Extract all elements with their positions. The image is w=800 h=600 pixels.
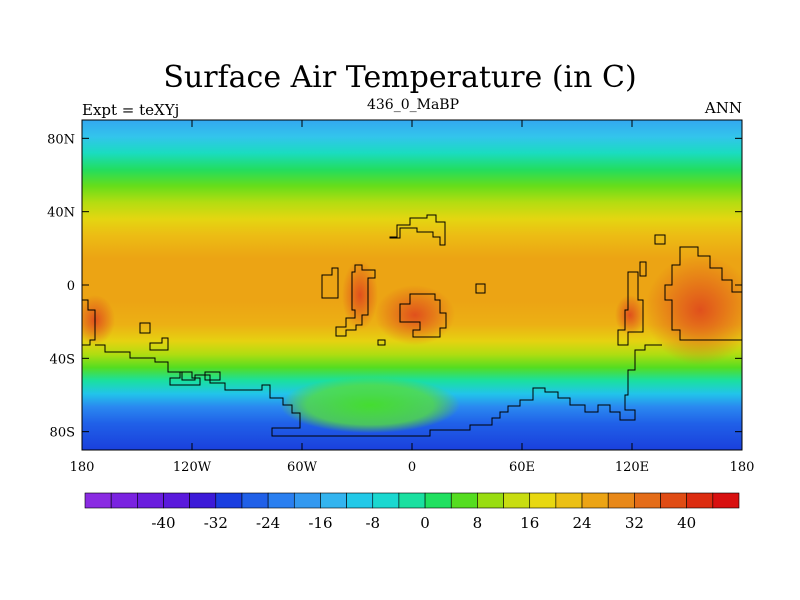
lon-tick-label: 180 bbox=[70, 460, 95, 475]
lon-tick-label: 120W bbox=[173, 460, 212, 475]
colorbar-label: 8 bbox=[473, 514, 483, 532]
season-label: ANN bbox=[704, 99, 742, 117]
colorbar-swatch bbox=[634, 492, 661, 509]
colorbar-swatch bbox=[503, 492, 531, 509]
colorbar-swatch bbox=[607, 492, 635, 509]
colorbar-label: 32 bbox=[625, 514, 644, 532]
lat-tick-label: 0 bbox=[67, 279, 75, 294]
colorbar-swatch bbox=[215, 492, 243, 509]
colorbar-swatch bbox=[346, 492, 374, 509]
colorbar-swatch bbox=[293, 492, 321, 509]
colorbar-swatch bbox=[581, 492, 609, 509]
colorbar-label: -24 bbox=[256, 514, 280, 532]
colorbar-swatch bbox=[450, 492, 478, 509]
colorbar-label: -40 bbox=[151, 514, 175, 532]
colorbar-swatch bbox=[477, 492, 504, 509]
experiment-label: Expt = teXYj bbox=[82, 101, 180, 119]
colorbar-swatch bbox=[686, 492, 714, 509]
colorbar-swatch bbox=[163, 492, 190, 509]
colorbar-swatch bbox=[189, 492, 217, 509]
colorbar-swatch bbox=[84, 492, 112, 509]
colorbar-swatch bbox=[320, 492, 347, 509]
colorbar: -40 -32 -24 -16 -8 0 8 16 24 32 40 bbox=[84, 492, 740, 532]
colorbar-swatch bbox=[372, 492, 400, 509]
lat-tick-label: 40S bbox=[50, 352, 75, 367]
colorbar-swatch bbox=[398, 492, 426, 509]
lon-tick-label: 180 bbox=[730, 460, 755, 475]
colorbar-swatch bbox=[712, 492, 740, 509]
coastlines bbox=[82, 214, 742, 437]
colorbar-label: -8 bbox=[365, 514, 380, 532]
latitude-axis: 80N 40N 0 40S 80S bbox=[47, 132, 742, 441]
longitude-axis: 180 120W 60W 0 60E 120E 180 bbox=[70, 120, 755, 475]
colorbar-swatch bbox=[267, 492, 295, 509]
temperature-field bbox=[82, 120, 742, 450]
lon-tick-label: 60W bbox=[287, 460, 318, 475]
lat-tick-label: 80N bbox=[47, 132, 75, 147]
colorbar-swatch bbox=[110, 492, 138, 509]
lon-tick-label: 60E bbox=[509, 460, 535, 475]
time-label: 436_0_MaBP bbox=[366, 97, 460, 113]
colorbar-swatch bbox=[555, 492, 583, 509]
lon-tick-label: 120E bbox=[615, 460, 649, 475]
colorbar-swatch bbox=[424, 492, 452, 509]
colorbar-swatch bbox=[529, 492, 557, 509]
colorbar-label: 16 bbox=[520, 514, 539, 532]
colorbar-swatch bbox=[241, 492, 269, 509]
colorbar-label: -32 bbox=[204, 514, 228, 532]
lat-tick-label: 40N bbox=[47, 206, 75, 221]
colorbar-label: 40 bbox=[677, 514, 696, 532]
colorbar-label: 24 bbox=[572, 514, 591, 532]
lat-tick-label: 80S bbox=[50, 426, 75, 441]
colorbar-swatch bbox=[137, 492, 164, 509]
lon-tick-label: 0 bbox=[408, 460, 416, 475]
colorbar-label: -16 bbox=[308, 514, 332, 532]
colorbar-swatch bbox=[660, 492, 687, 509]
colorbar-label: 0 bbox=[420, 514, 430, 532]
map-title: Surface Air Temperature (in C) bbox=[163, 60, 637, 95]
